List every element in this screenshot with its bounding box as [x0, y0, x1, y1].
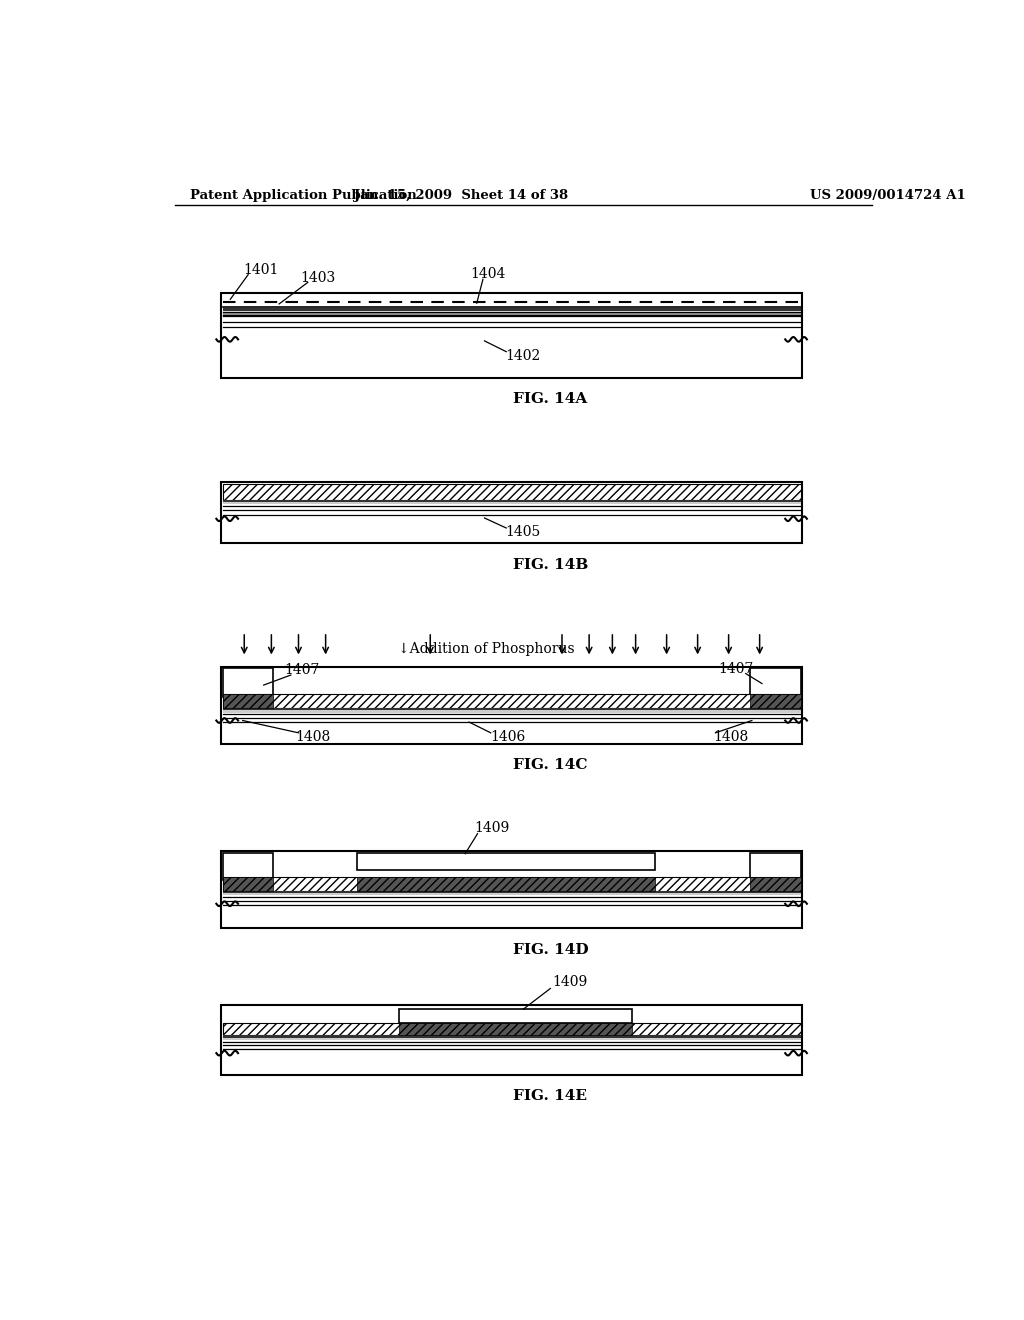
- Text: Patent Application Publication: Patent Application Publication: [190, 189, 417, 202]
- Text: Jan. 15, 2009  Sheet 14 of 38: Jan. 15, 2009 Sheet 14 of 38: [354, 189, 568, 202]
- Text: FIG. 14A: FIG. 14A: [513, 392, 588, 407]
- Bar: [222, 708, 801, 710]
- Text: 1406: 1406: [490, 730, 525, 744]
- Bar: [222, 1035, 801, 1038]
- Bar: [222, 668, 273, 697]
- Text: 1404: 1404: [471, 267, 506, 281]
- Text: 1407: 1407: [285, 664, 321, 677]
- Bar: [222, 694, 801, 708]
- Bar: [751, 668, 801, 697]
- Text: FIG. 14C: FIG. 14C: [513, 758, 588, 772]
- Bar: [222, 876, 273, 891]
- Text: FIG. 14B: FIG. 14B: [513, 558, 588, 572]
- Text: FIG. 14D: FIG. 14D: [513, 942, 588, 957]
- Text: ↓Addition of Phosphorus: ↓Addition of Phosphorus: [397, 642, 574, 656]
- Bar: [356, 853, 655, 870]
- Bar: [399, 1010, 632, 1023]
- Bar: [221, 667, 802, 743]
- Bar: [222, 502, 801, 504]
- Bar: [222, 1038, 801, 1040]
- Bar: [222, 892, 801, 895]
- Text: 1408: 1408: [714, 730, 749, 744]
- Bar: [399, 1023, 632, 1035]
- Bar: [751, 853, 801, 880]
- Bar: [751, 876, 801, 891]
- Bar: [222, 499, 801, 502]
- Bar: [356, 876, 655, 891]
- Text: 1402: 1402: [506, 350, 541, 363]
- Text: 1409: 1409: [552, 975, 588, 989]
- Bar: [222, 876, 801, 891]
- Bar: [222, 308, 801, 312]
- Text: 1408: 1408: [295, 730, 330, 744]
- Bar: [222, 710, 801, 713]
- Text: 1407: 1407: [719, 661, 754, 676]
- Text: US 2009/0014724 A1: US 2009/0014724 A1: [810, 189, 966, 202]
- Bar: [222, 1023, 801, 1035]
- Text: 1409: 1409: [475, 821, 510, 836]
- Text: 1405: 1405: [506, 525, 541, 539]
- Text: FIG. 14E: FIG. 14E: [513, 1089, 588, 1104]
- Bar: [221, 851, 802, 928]
- Bar: [222, 694, 273, 708]
- Bar: [222, 891, 801, 892]
- Text: 1401: 1401: [244, 263, 279, 277]
- Bar: [222, 484, 801, 499]
- Bar: [751, 694, 801, 708]
- Text: 1403: 1403: [300, 271, 336, 285]
- Bar: [222, 853, 273, 880]
- Bar: [221, 293, 802, 378]
- Bar: [222, 313, 801, 314]
- Bar: [221, 1006, 802, 1074]
- Bar: [221, 482, 802, 544]
